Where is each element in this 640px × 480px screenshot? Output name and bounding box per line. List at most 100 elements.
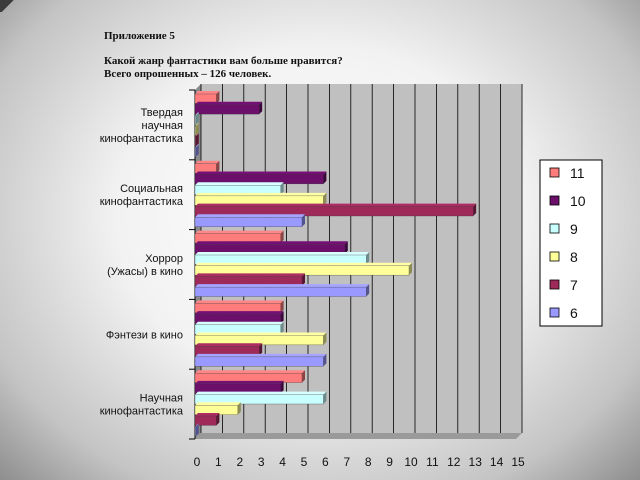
bar-top (195, 252, 370, 255)
bar-face (194, 125, 196, 136)
category-label: (Ужасы) в кино (107, 266, 183, 278)
category-label: Твердая (141, 107, 183, 119)
bar-top (195, 284, 370, 288)
bar-8-2 (194, 262, 412, 276)
bar-top (195, 171, 327, 175)
bar-side (216, 91, 220, 104)
bar-face (194, 286, 367, 297)
x-tick-label: 6 (322, 455, 329, 469)
bar-11-3 (194, 300, 284, 313)
bar-7-3 (194, 343, 263, 356)
category-label: Социальная (120, 183, 183, 195)
bar-top (195, 332, 327, 336)
x-tick-label: 8 (365, 455, 372, 469)
bar-side (323, 192, 327, 206)
bar-face (194, 136, 196, 147)
bar-top (195, 91, 220, 94)
bar-side (366, 252, 370, 265)
bar-face (194, 115, 196, 125)
bar-6-0 (194, 144, 199, 158)
bar-10-4 (194, 380, 284, 394)
bar-top (195, 273, 305, 277)
plot-floor (195, 433, 522, 439)
bar-7-2 (194, 273, 305, 286)
bar-side (195, 423, 199, 437)
category-label: кинофантастика (100, 406, 184, 418)
bar-side (302, 370, 305, 383)
bar-6-3 (194, 353, 327, 367)
bar-top (195, 123, 199, 127)
bar-top (195, 144, 199, 148)
bar-top (195, 391, 327, 395)
bar-side (259, 101, 263, 115)
bar-side (280, 230, 284, 243)
x-tick-label: 4 (279, 455, 286, 469)
bar-8-0 (194, 123, 199, 136)
bar-10-2 (194, 241, 348, 254)
x-tick-label: 5 (301, 455, 308, 469)
bar-top (195, 214, 305, 218)
bar-side (280, 380, 284, 394)
bar-6-2 (194, 284, 370, 297)
bar-11-4 (194, 370, 305, 383)
x-tick-label: 14 (490, 455, 504, 469)
bar-side (195, 133, 199, 147)
legend-swatch-7 (549, 279, 560, 290)
bar-top (195, 133, 199, 137)
legend-swatch-11 (549, 167, 560, 178)
x-tick-label: 11 (426, 455, 439, 469)
x-tick-label: 12 (447, 455, 461, 469)
bar-top (195, 262, 412, 266)
bar-side (195, 123, 199, 136)
bar-top (195, 413, 220, 416)
bar-top (195, 241, 348, 245)
bar-side (473, 203, 477, 216)
bar-side (323, 332, 327, 345)
bar-side (344, 241, 348, 254)
bar-side (216, 160, 220, 174)
bar-top (195, 300, 284, 304)
bar-face (194, 426, 196, 437)
bar-top (195, 380, 284, 384)
bar-side (323, 391, 327, 404)
bar-6-4 (194, 423, 199, 437)
respondents-total: Всего опрошенных – 126 человек. (104, 68, 272, 80)
legend-label-6: 6 (570, 305, 578, 321)
bar-top (195, 182, 284, 186)
legend-label-7: 7 (570, 277, 578, 293)
x-tick-label: 3 (258, 455, 265, 469)
bar-side (302, 214, 305, 227)
bar-top (195, 423, 199, 427)
corner-decoration (0, 0, 18, 12)
category-label: Хоррор (145, 253, 183, 265)
bar-10-3 (194, 311, 284, 324)
legend-swatch-10 (549, 195, 560, 206)
bar-9-0 (194, 112, 199, 125)
bar-side (195, 112, 199, 125)
bar-11-0 (194, 91, 220, 104)
category-label: кинофантастика (100, 133, 184, 145)
category-label: кинофантастика (100, 196, 184, 208)
bar-11-1 (194, 160, 220, 174)
x-tick-label: 9 (386, 455, 393, 469)
legend-swatch-9 (549, 223, 560, 234)
legend-label-9: 9 (570, 221, 578, 237)
category-label: Научная (140, 393, 183, 405)
x-tick-label: 1 (215, 455, 222, 469)
legend-box (539, 159, 603, 327)
bar-7-1 (194, 203, 477, 217)
bar-side (366, 284, 370, 297)
bar-9-1 (194, 182, 284, 195)
legend-swatch-8 (549, 251, 560, 262)
x-tick-label: 15 (511, 455, 525, 469)
bar-7-0 (194, 133, 199, 147)
bar-side (216, 413, 220, 426)
bar-11-2 (194, 230, 284, 244)
bar-top (195, 203, 477, 207)
bar-side (323, 353, 327, 367)
bar-side (280, 300, 284, 313)
bar-side (409, 262, 412, 276)
bar-top (195, 321, 284, 325)
bar-8-3 (194, 332, 327, 346)
